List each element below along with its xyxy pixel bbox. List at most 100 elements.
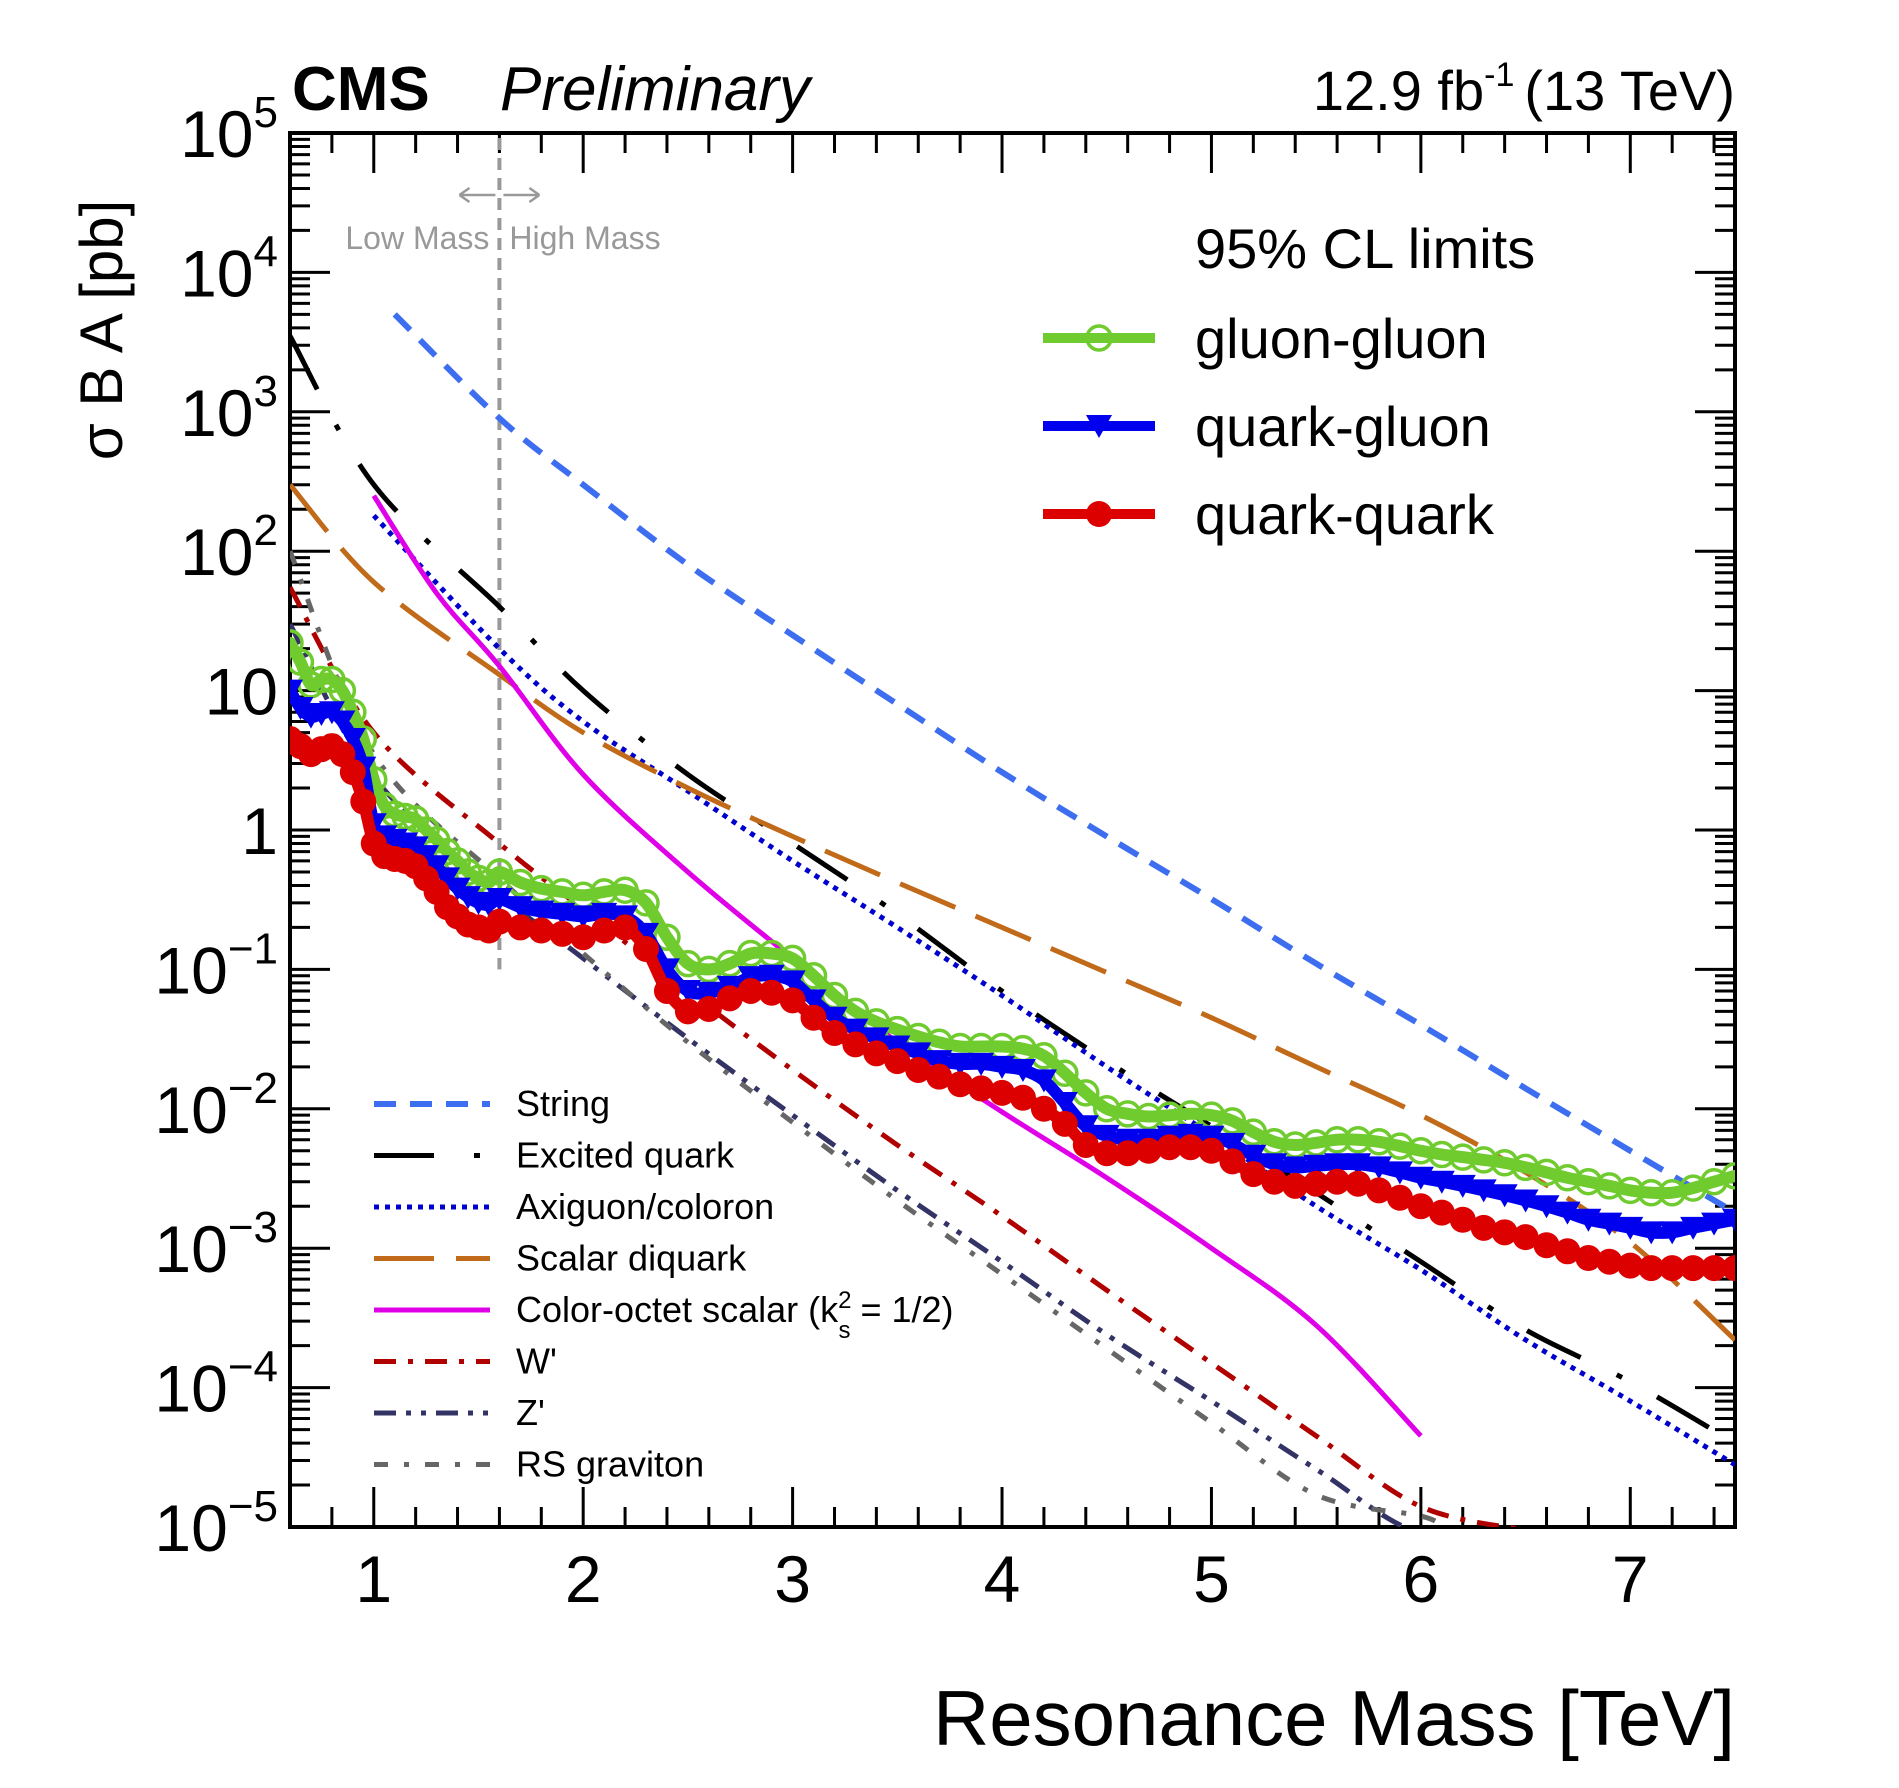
data-point xyxy=(290,648,315,676)
data-point xyxy=(1407,1193,1434,1220)
data-point xyxy=(1009,1084,1036,1111)
legend-label: W' xyxy=(516,1341,557,1382)
data-point xyxy=(1553,1164,1582,1192)
high-mass-label: High Mass xyxy=(509,220,660,256)
data-point xyxy=(1365,1128,1393,1156)
data-point xyxy=(1282,1156,1309,1180)
data-point xyxy=(1051,1110,1078,1137)
data-point xyxy=(1092,1095,1121,1123)
data-point xyxy=(758,979,785,1006)
legend-item-quark-quark: quark-quark xyxy=(1043,483,1495,546)
x-tick-label: 2 xyxy=(565,1542,602,1616)
data-point xyxy=(1365,1156,1392,1180)
data-point xyxy=(1596,1212,1623,1236)
lumi-value: 12.9 fb xyxy=(1313,59,1484,122)
x-tick-label: 5 xyxy=(1193,1542,1230,1616)
x-tick-label: 1 xyxy=(355,1542,392,1616)
data-point xyxy=(779,987,806,1014)
lumi-exponent: -1 xyxy=(1484,56,1514,94)
data-point xyxy=(1596,1248,1623,1275)
theory-legend-item-w: W' xyxy=(374,1341,557,1382)
data-point xyxy=(486,887,513,911)
data-point xyxy=(1156,1134,1183,1161)
left-right-arrow-icon xyxy=(458,186,541,204)
data-point xyxy=(1490,1149,1519,1177)
data-point xyxy=(1365,1177,1392,1204)
data-point xyxy=(947,1071,974,1098)
data-point xyxy=(1261,1168,1288,1195)
y-tick-label: 10−5 xyxy=(154,1482,278,1565)
theory-legend-item-color-octet-scalar-k-s-2-1-2: Color-octet scalar (k2 s = 1/2) xyxy=(374,1287,954,1344)
limits-legend: 95% CL limits gluon-gluon quark-gluon quar… xyxy=(1043,217,1535,546)
data-point xyxy=(339,759,366,786)
data-point xyxy=(800,1004,827,1031)
legend-label: Excited quark xyxy=(516,1135,735,1176)
data-point xyxy=(1240,1161,1267,1188)
data-point xyxy=(1617,1216,1644,1240)
data-point xyxy=(632,889,660,917)
legend-label: Axiguon/coloron xyxy=(516,1186,774,1227)
data-point xyxy=(1009,1058,1036,1082)
data-point xyxy=(1575,1208,1602,1232)
data-point xyxy=(1198,1137,1225,1164)
data-point xyxy=(290,629,304,657)
theory-legend-item-axiguon-coloron: Axiguon/coloron xyxy=(374,1186,774,1227)
left-arrow-icon xyxy=(458,186,496,204)
x-tick-label: 7 xyxy=(1612,1542,1649,1616)
low-high-mass-boundary: Low Mass High Mass xyxy=(345,138,661,970)
data-point xyxy=(1198,1125,1225,1149)
data-point xyxy=(1512,1224,1539,1251)
data-point xyxy=(507,896,534,920)
data-point xyxy=(611,876,639,904)
data-point xyxy=(674,979,701,1003)
data-point xyxy=(1219,1148,1246,1175)
x-tick-label: 6 xyxy=(1403,1542,1440,1616)
data-point xyxy=(1637,1178,1665,1207)
y-tick-label: 10−3 xyxy=(154,1203,278,1286)
data-point xyxy=(1093,1140,1120,1167)
data-point xyxy=(307,665,336,694)
data-point xyxy=(968,1052,995,1076)
data-point xyxy=(1470,1214,1497,1241)
lumi-energy-label: 12.9 fb-1 (13 TeV) xyxy=(1313,56,1735,122)
data-point xyxy=(1554,1201,1581,1225)
data-point xyxy=(884,1048,911,1075)
data-point xyxy=(486,908,513,935)
data-point xyxy=(821,1006,848,1030)
limit-line-quark-gluon xyxy=(290,684,1735,1239)
legend-item-gluon-gluon: gluon-gluon xyxy=(1043,307,1488,370)
data-point xyxy=(528,900,555,924)
y-tick-label: 10 xyxy=(205,655,278,729)
data-point xyxy=(695,981,722,1005)
data-point xyxy=(863,1040,890,1067)
data-point xyxy=(1659,1221,1686,1245)
theory-curve-string xyxy=(392,312,1735,1216)
data-point xyxy=(1134,1102,1163,1131)
y-axis-title: σ B A [pb] xyxy=(68,200,135,461)
data-point xyxy=(329,710,356,734)
data-point xyxy=(1701,1212,1728,1236)
data-point xyxy=(1407,1137,1435,1165)
data-point xyxy=(1386,1161,1413,1185)
data-point xyxy=(1407,1166,1434,1190)
data-point xyxy=(1554,1238,1581,1265)
data-point xyxy=(570,924,597,951)
legend-marker-icon xyxy=(1085,324,1113,352)
data-point xyxy=(591,917,618,944)
data-point xyxy=(591,902,618,926)
data-point xyxy=(485,858,514,886)
data-point xyxy=(1113,1100,1142,1128)
legend-label: gluon-gluon xyxy=(1195,307,1488,370)
data-point xyxy=(1512,1189,1539,1213)
limit-curves xyxy=(290,629,1735,1282)
x-tick-label: 4 xyxy=(984,1542,1021,1616)
data-point xyxy=(1240,1144,1267,1168)
data-point xyxy=(1093,1124,1120,1148)
legend-item-quark-gluon: quark-gluon xyxy=(1043,395,1491,458)
theory-legend-item-rs-graviton: RS graviton xyxy=(374,1444,704,1485)
data-point xyxy=(339,727,366,751)
data-point xyxy=(842,1018,869,1042)
data-point xyxy=(1030,1069,1057,1093)
data-point xyxy=(1638,1221,1665,1245)
